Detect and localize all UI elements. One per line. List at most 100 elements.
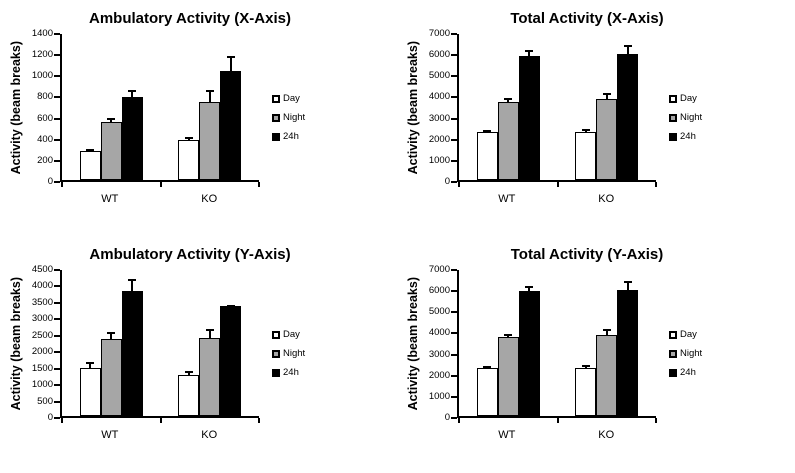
error-bar-cap [107,117,116,120]
bar-wt-day [476,130,498,180]
bar-wt-day [79,361,101,416]
bar-group-ko [558,34,657,180]
y-tick-mark [54,33,60,35]
y-tick-mark [451,290,457,293]
error-bar [226,55,235,72]
error-bar [483,366,492,370]
chart-ambulatory-activity-y-axis: Ambulatory Activity (Y-Axis) Activity (b… [0,236,397,473]
bar-ko-night [199,328,221,416]
legend: Day Night 24h [272,330,305,441]
x-tick-mark [159,182,162,187]
x-category-label: WT [498,193,516,205]
x-tick-mark [556,182,559,187]
bar-ko-24h [220,304,242,416]
y-axis-label: Activity (beam breaks) [406,277,420,411]
y-axis-label: Activity (beam breaks) [9,277,23,411]
error-bar [525,50,534,57]
plot-area [451,269,657,423]
y-tick-mark [54,285,60,288]
legend-label: Night [680,348,703,359]
legend-item-24h: 24h [272,368,305,378]
y-axis-label: Activity (beam breaks) [9,41,23,175]
legend-item-night: Night [272,113,305,123]
y-axis-ticks: 0 1000 2000 3000 4000 5000 6000 7000 [423,264,457,423]
y-tick-label: 0 [444,176,450,187]
legend-swatch [272,350,280,358]
error-bar [504,334,513,339]
error-bar [128,89,137,98]
legend: Day Night 24h [669,330,702,441]
legend-item-24h: 24h [669,132,702,142]
x-category-label: WT [498,429,516,441]
y-tick-label: 0 [444,412,450,423]
y-tick-label: 7000 [428,28,450,39]
legend-item-day: Day [669,330,702,340]
error-bar-cap [184,370,193,373]
error-bar [184,137,193,142]
chart-title: Total Activity (Y-Axis) [510,246,664,263]
x-tick-mark [258,182,260,187]
legend-swatch [272,331,280,339]
bar-wt-24h [121,89,143,180]
y-axis-ticks: 0 500 1000 1500 2000 2500 3000 3500 4000 4500 [26,264,60,423]
bar-group-ko [161,34,260,180]
legend-swatch [272,133,280,141]
y-tick-label: 1200 [31,49,53,61]
y-tick-label: 6000 [428,285,450,297]
bar-ko-night [596,328,618,416]
error-bar [581,129,590,134]
y-tick-mark [451,395,457,398]
bar-wt-24h [518,50,540,180]
chart-title: Total Activity (X-Axis) [510,10,664,27]
x-axis-labels: WT KO [60,193,259,205]
error-bar-cap [226,304,235,307]
y-tick-label: 1500 [31,362,53,374]
y-tick-label: 800 [37,91,53,103]
error-bar-cap [107,332,116,335]
y-tick-mark [54,117,60,120]
error-bar [205,89,214,104]
y-tick-label: 4000 [31,280,53,292]
x-axis-labels: WT KO [457,429,656,441]
y-tick-mark [451,75,457,78]
y-tick-label: 2000 [428,369,450,381]
y-tick-label: 1000 [428,154,450,166]
chart-total-activity-x-axis: Total Activity (X-Axis) Activity (beam b… [397,0,795,236]
bar-ko-24h [617,281,639,416]
bar-ko-24h [617,45,639,180]
x-tick-mark [61,418,63,423]
x-tick-mark [655,418,657,423]
y-tick-mark [451,96,457,99]
legend-item-night: Night [272,349,305,359]
bar-ko-night [596,92,618,180]
plot-area [54,269,260,423]
y-tick-label: 4000 [428,91,450,103]
error-bar-cap [602,92,611,95]
y-tick-label: 1000 [428,390,450,402]
y-tick-mark [54,334,60,337]
legend-swatch [669,331,677,339]
error-bar-cap [504,97,513,100]
legend-item-day: Day [272,94,305,104]
y-tick-mark [451,54,457,57]
y-tick-mark [451,417,457,419]
y-tick-mark [451,138,457,141]
error-bar [483,130,492,134]
y-tick-label: 4500 [31,264,53,275]
error-bar [184,370,193,376]
y-tick-label: 600 [37,112,53,124]
bar-ko-day [575,129,597,180]
legend: Day Night 24h [272,94,305,205]
chart-title: Ambulatory Activity (X-Axis) [89,10,291,27]
x-category-label: WT [101,193,119,205]
error-bar [504,97,513,103]
y-tick-mark [451,311,457,314]
legend-swatch [272,95,280,103]
y-tick-mark [54,417,60,419]
legend-item-24h: 24h [272,132,305,142]
legend-swatch [669,114,677,122]
legend-label: 24h [680,367,696,378]
error-bar [128,278,137,293]
y-tick-label: 4000 [428,327,450,339]
